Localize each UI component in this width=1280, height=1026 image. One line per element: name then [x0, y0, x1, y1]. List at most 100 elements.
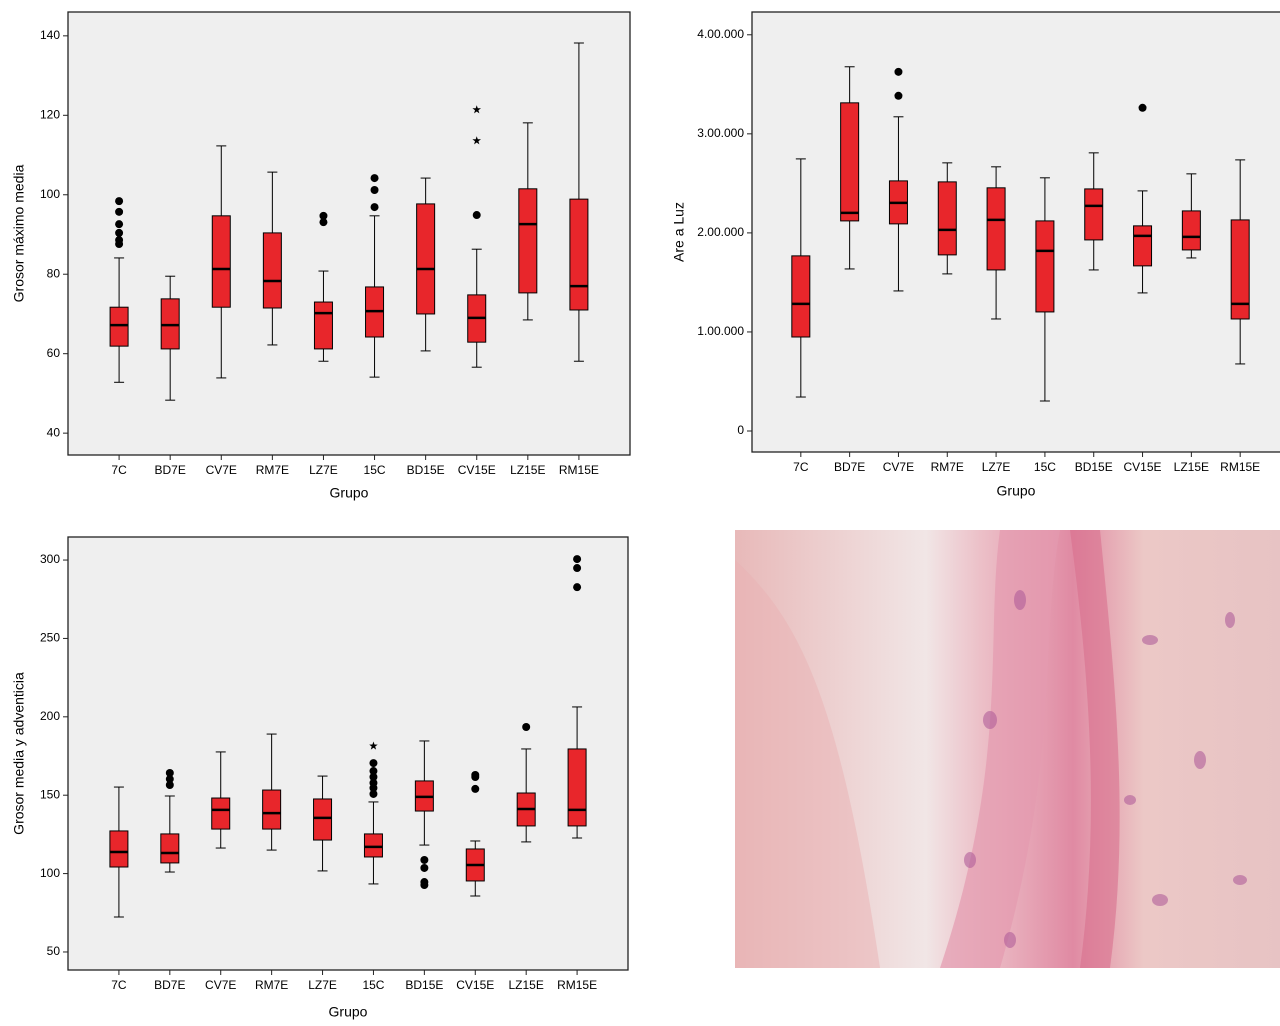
x-axis-title: Grupo	[997, 483, 1036, 499]
outlier	[115, 240, 124, 249]
x-tick-label: RM15E	[557, 978, 597, 992]
x-tick-label: BD7E	[834, 460, 865, 474]
x-tick-label: 15C	[1034, 460, 1056, 474]
x-tick-label: LZ15E	[509, 978, 544, 992]
x-tick-label: 15C	[364, 463, 386, 477]
box	[791, 255, 811, 338]
x-tick-label: CV7E	[883, 460, 914, 474]
x-axis-title: Grupo	[329, 1004, 368, 1020]
extreme-outlier	[472, 136, 481, 145]
box	[262, 789, 282, 830]
outlier	[472, 211, 481, 220]
y-tick-label: 140	[40, 28, 60, 42]
x-tick-label: CV7E	[206, 463, 237, 477]
box	[109, 830, 129, 868]
y-axis-title: Are a Luz	[671, 202, 687, 262]
outlier	[115, 197, 124, 206]
outlier	[420, 881, 429, 890]
outlier	[369, 767, 378, 776]
x-tick-label: LZ7E	[982, 460, 1011, 474]
outlier	[115, 220, 124, 229]
outlier	[165, 768, 174, 777]
box	[416, 203, 436, 315]
box-plot: 0 1.00.000 2.00.000 3.00.000 4.00.000 Grupo Ar…	[671, 11, 1280, 499]
box-plot: 50 100 150 200 250 300 Grupo Grosor media y adv…	[11, 536, 629, 1020]
box	[567, 748, 587, 827]
outlier	[894, 91, 903, 100]
box	[211, 797, 231, 830]
x-axis-title: Grupo	[330, 485, 369, 501]
box	[313, 798, 333, 841]
y-axis-title: Grosor máximo media	[11, 164, 27, 302]
y-tick-label: 200	[40, 709, 60, 723]
x-tick-label: LZ7E	[308, 978, 337, 992]
x-tick-label: LZ15E	[1174, 460, 1209, 474]
outlier	[165, 775, 174, 784]
box	[1230, 219, 1250, 320]
x-tick-label: RM15E	[559, 463, 599, 477]
y-tick-label: 4.00.000	[697, 27, 744, 41]
box	[986, 187, 1006, 271]
y-tick-label: 300	[40, 552, 60, 566]
x-tick-label: CV15E	[458, 463, 496, 477]
x-tick-label: 7C	[793, 460, 809, 474]
box	[1181, 210, 1201, 251]
y-tick-label: 2.00.000	[697, 225, 744, 239]
x-tick-label: CV15E	[1124, 460, 1162, 474]
outlier	[471, 773, 480, 782]
y-tick-label: 0	[737, 423, 744, 437]
box	[262, 232, 282, 309]
extreme-outlier	[472, 105, 481, 114]
box	[937, 181, 957, 256]
outlier	[471, 784, 480, 793]
y-tick-label: 50	[47, 944, 61, 958]
outlier	[115, 207, 124, 216]
outlier	[369, 789, 378, 798]
outlier	[319, 218, 328, 227]
box	[313, 301, 333, 350]
x-tick-label: 15C	[362, 978, 384, 992]
outlier	[369, 783, 378, 792]
outlier	[369, 773, 378, 782]
x-tick-label: BD15E	[1075, 460, 1113, 474]
y-tick-label: 1.00.000	[697, 324, 744, 338]
box	[840, 102, 860, 222]
extreme-outlier	[369, 741, 378, 750]
y-tick-label: 3.00.000	[697, 126, 744, 140]
y-tick-label: 40	[47, 425, 61, 439]
outlier	[573, 555, 582, 564]
x-tick-label: CV7E	[205, 978, 236, 992]
x-tick-label: 7C	[111, 463, 127, 477]
y-tick-label: 100	[40, 866, 60, 880]
outlier	[573, 583, 582, 592]
y-tick-label: 60	[47, 346, 61, 360]
x-tick-label: BD7E	[154, 978, 185, 992]
y-tick-label: 120	[40, 107, 60, 121]
x-tick-label: LZ7E	[309, 463, 338, 477]
x-tick-label: BD15E	[405, 978, 443, 992]
outlier	[370, 203, 379, 212]
y-tick-label: 150	[40, 787, 60, 801]
box	[363, 833, 383, 858]
box	[160, 833, 180, 864]
x-tick-label: RM7E	[931, 460, 964, 474]
outlier	[894, 67, 903, 76]
outlier	[369, 759, 378, 768]
y-tick-label: 80	[47, 266, 61, 280]
x-tick-label: RM7E	[256, 463, 289, 477]
outlier	[420, 855, 429, 864]
box-plot: 40 60 80 100 120 140 Grupo Grosor máximo media 7…	[11, 11, 631, 501]
outlier	[1138, 103, 1147, 112]
plot-area	[67, 536, 629, 971]
box	[518, 188, 538, 294]
x-tick-label: RM7E	[255, 978, 288, 992]
y-axis-title: Grosor media y adventicia	[11, 672, 27, 835]
outlier	[370, 174, 379, 183]
outlier	[573, 564, 582, 573]
box	[211, 215, 231, 308]
box	[569, 198, 589, 311]
x-tick-label: 7C	[111, 978, 127, 992]
outlier	[420, 863, 429, 872]
box	[1035, 220, 1055, 313]
